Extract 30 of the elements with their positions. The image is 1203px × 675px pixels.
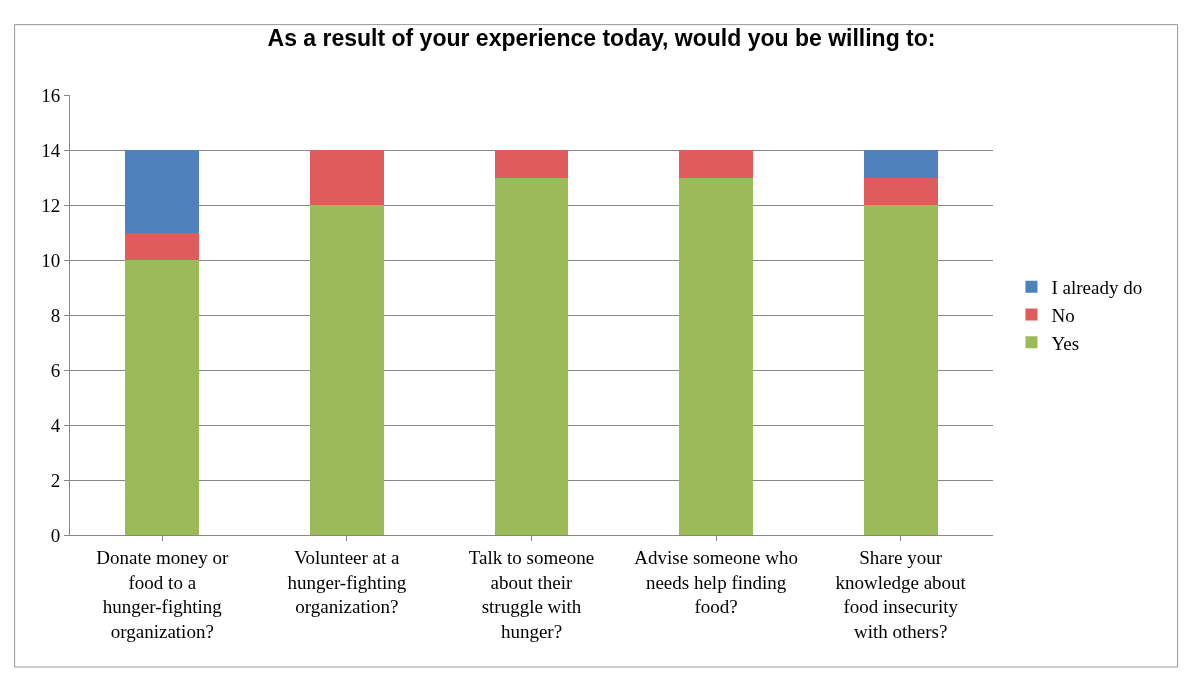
bar bbox=[125, 260, 200, 535]
y-tick-label: 6 bbox=[50, 359, 61, 381]
y-tick-label: 4 bbox=[50, 414, 61, 436]
legend-label: No bbox=[1051, 304, 1075, 326]
x-tick-label: Talk to someone about their struggle with hunger? bbox=[468, 546, 595, 642]
y-tick-label: 16 bbox=[41, 84, 61, 106]
y-tick-label: 0 bbox=[50, 524, 61, 546]
y-tick-label: 8 bbox=[50, 304, 61, 326]
x-tick-label: Donate money or food to a hunger-fighting organization? bbox=[96, 546, 229, 642]
x-tick-label: Volunteer at a hunger-fighting organization? bbox=[287, 546, 407, 618]
bar bbox=[863, 177, 938, 205]
y-tick-label: 10 bbox=[41, 249, 61, 271]
y-tick-label: 14 bbox=[41, 139, 61, 161]
bar bbox=[679, 177, 754, 535]
x-tick-label: Advise someone who needs help finding food? bbox=[634, 546, 798, 618]
bar bbox=[309, 150, 384, 205]
bar bbox=[679, 150, 754, 178]
bar bbox=[125, 150, 200, 233]
bar bbox=[309, 205, 384, 535]
bar bbox=[863, 150, 938, 178]
x-tick-label: Share your knowledge about food insecurity with others? bbox=[835, 546, 967, 642]
chart-title: As a result of your experience today, would you be willing to: bbox=[267, 25, 936, 52]
bar bbox=[494, 177, 569, 535]
bar bbox=[494, 150, 569, 178]
y-tick-label: 2 bbox=[50, 469, 61, 491]
y-tick-label: 12 bbox=[41, 194, 61, 216]
bar bbox=[863, 205, 938, 535]
legend-label: I already do bbox=[1051, 277, 1143, 299]
bar bbox=[125, 232, 200, 260]
legend-label: Yes bbox=[1051, 332, 1080, 354]
